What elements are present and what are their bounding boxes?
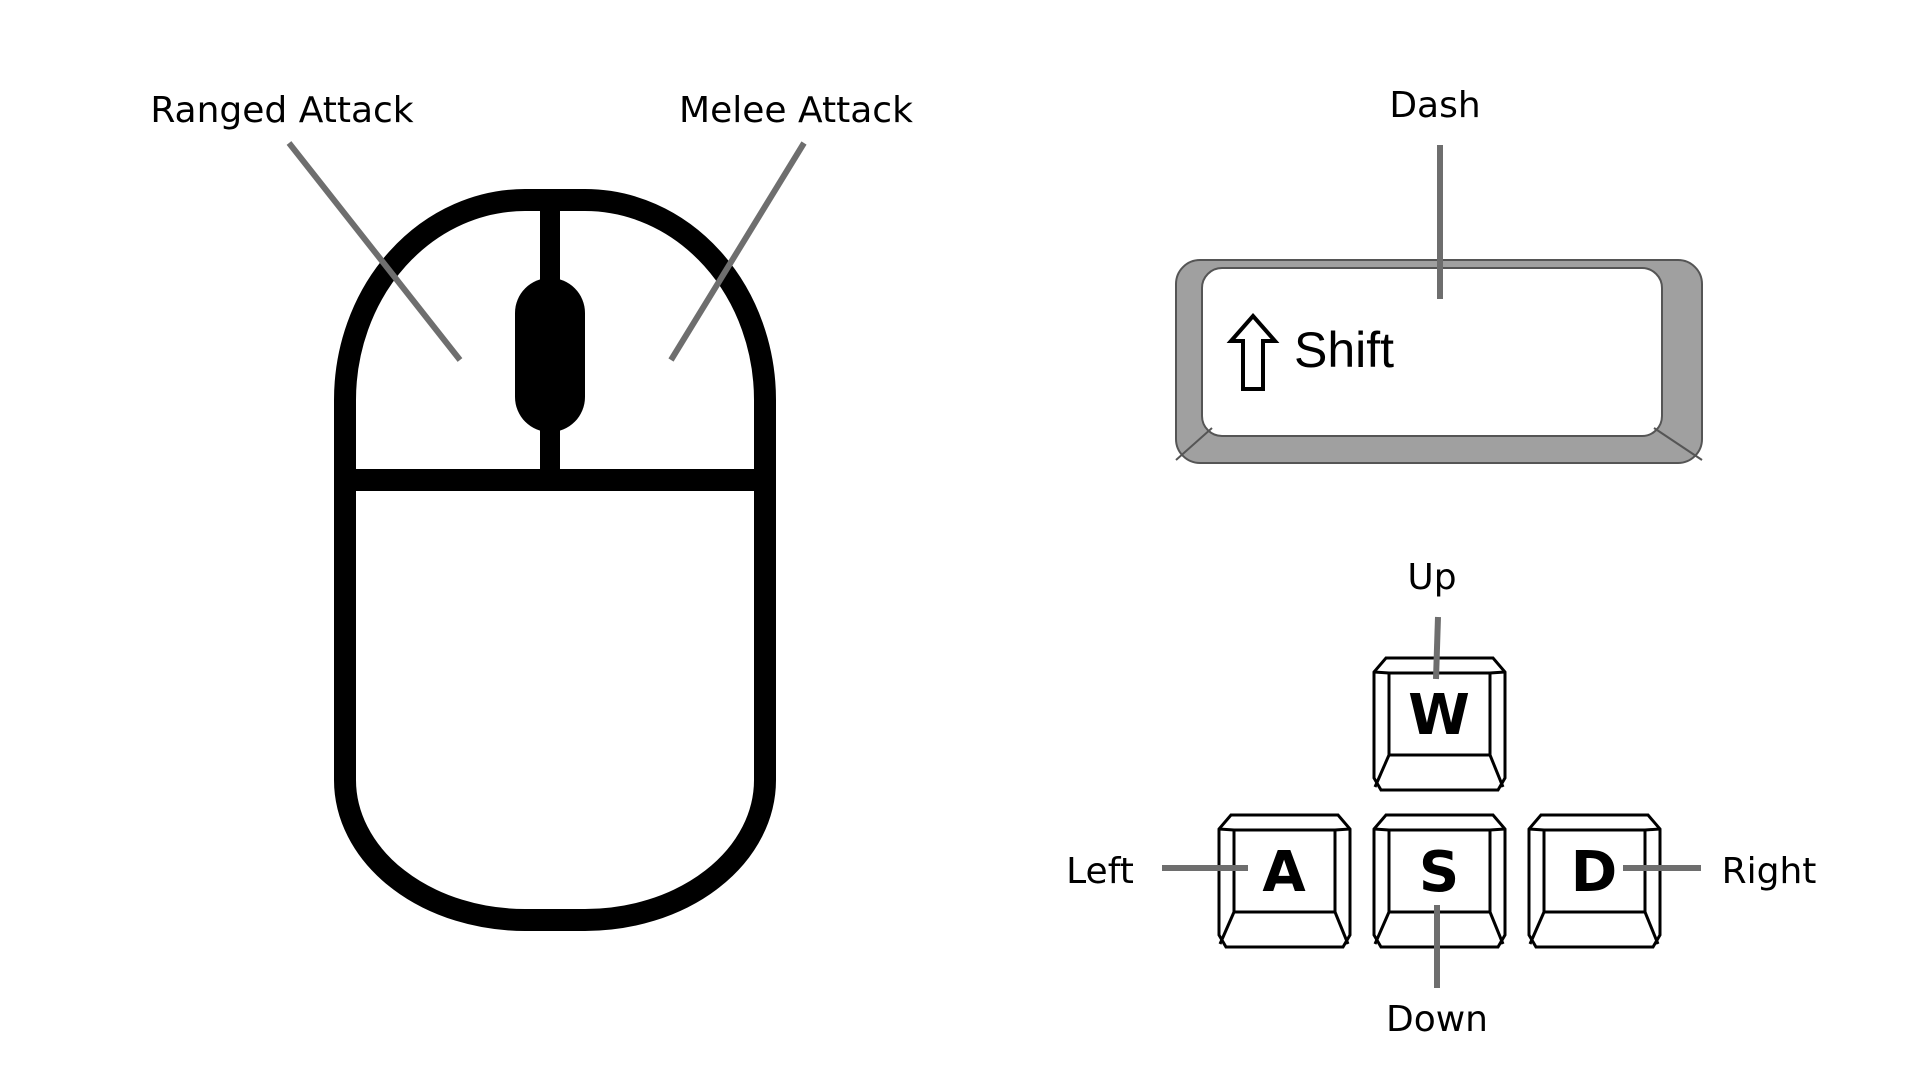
s-key-corner-right: [1489, 827, 1506, 832]
s-key-bevel-left: [1373, 911, 1391, 945]
a-key-bevel-right: [1333, 911, 1350, 945]
w-key-letter: W: [1408, 683, 1470, 748]
d-key-corner-right: [1644, 827, 1661, 832]
shift-key-label: Shift: [1294, 322, 1394, 378]
s-key-corner-left: [1373, 827, 1390, 832]
a-key-corner-right: [1334, 827, 1351, 832]
right-label: Right: [1722, 851, 1817, 892]
ranged-attack-leader-line: [286, 141, 463, 362]
w-key-bevel-left: [1373, 754, 1391, 788]
a-key-letter: A: [1262, 840, 1306, 905]
w-key: W: [1372, 656, 1507, 792]
ranged-attack-label: Ranged Attack: [150, 90, 413, 131]
a-key-corner-left: [1218, 827, 1235, 832]
shift-key: Shift: [1175, 259, 1703, 464]
dash-label: Dash: [1389, 85, 1480, 126]
d-key-letter: D: [1571, 840, 1617, 905]
shift-key-top: [1201, 267, 1663, 437]
w-key-corner-right: [1489, 670, 1506, 675]
s-key-letter: S: [1419, 840, 1459, 905]
mouse-body-outline: [334, 189, 776, 931]
melee-attack-label: Melee Attack: [679, 90, 913, 131]
mouse-illustration: [334, 189, 776, 931]
left-label: Left: [1066, 851, 1134, 892]
down-label: Down: [1386, 999, 1488, 1040]
d-key-bevel-right: [1643, 911, 1660, 945]
w-key-corner-left: [1373, 670, 1390, 675]
s-key-bevel-right: [1488, 911, 1505, 945]
d-key-corner-left: [1528, 827, 1545, 832]
d-key: D: [1527, 813, 1662, 949]
s-key: S: [1372, 813, 1507, 949]
a-key: A: [1217, 813, 1352, 949]
w-key-bevel-right: [1488, 754, 1505, 788]
melee-attack-leader-line: [668, 141, 807, 362]
scroll-wheel: [515, 278, 585, 432]
d-key-bevel-left: [1528, 911, 1546, 945]
shift-key-bevel-left: [1175, 427, 1213, 461]
up-label: Up: [1407, 557, 1456, 598]
up-arrow-outline-icon: [1226, 312, 1280, 391]
shift-key-bevel-right: [1653, 427, 1703, 461]
up-leader-line: [1433, 616, 1441, 680]
a-key-bevel-left: [1218, 911, 1236, 945]
